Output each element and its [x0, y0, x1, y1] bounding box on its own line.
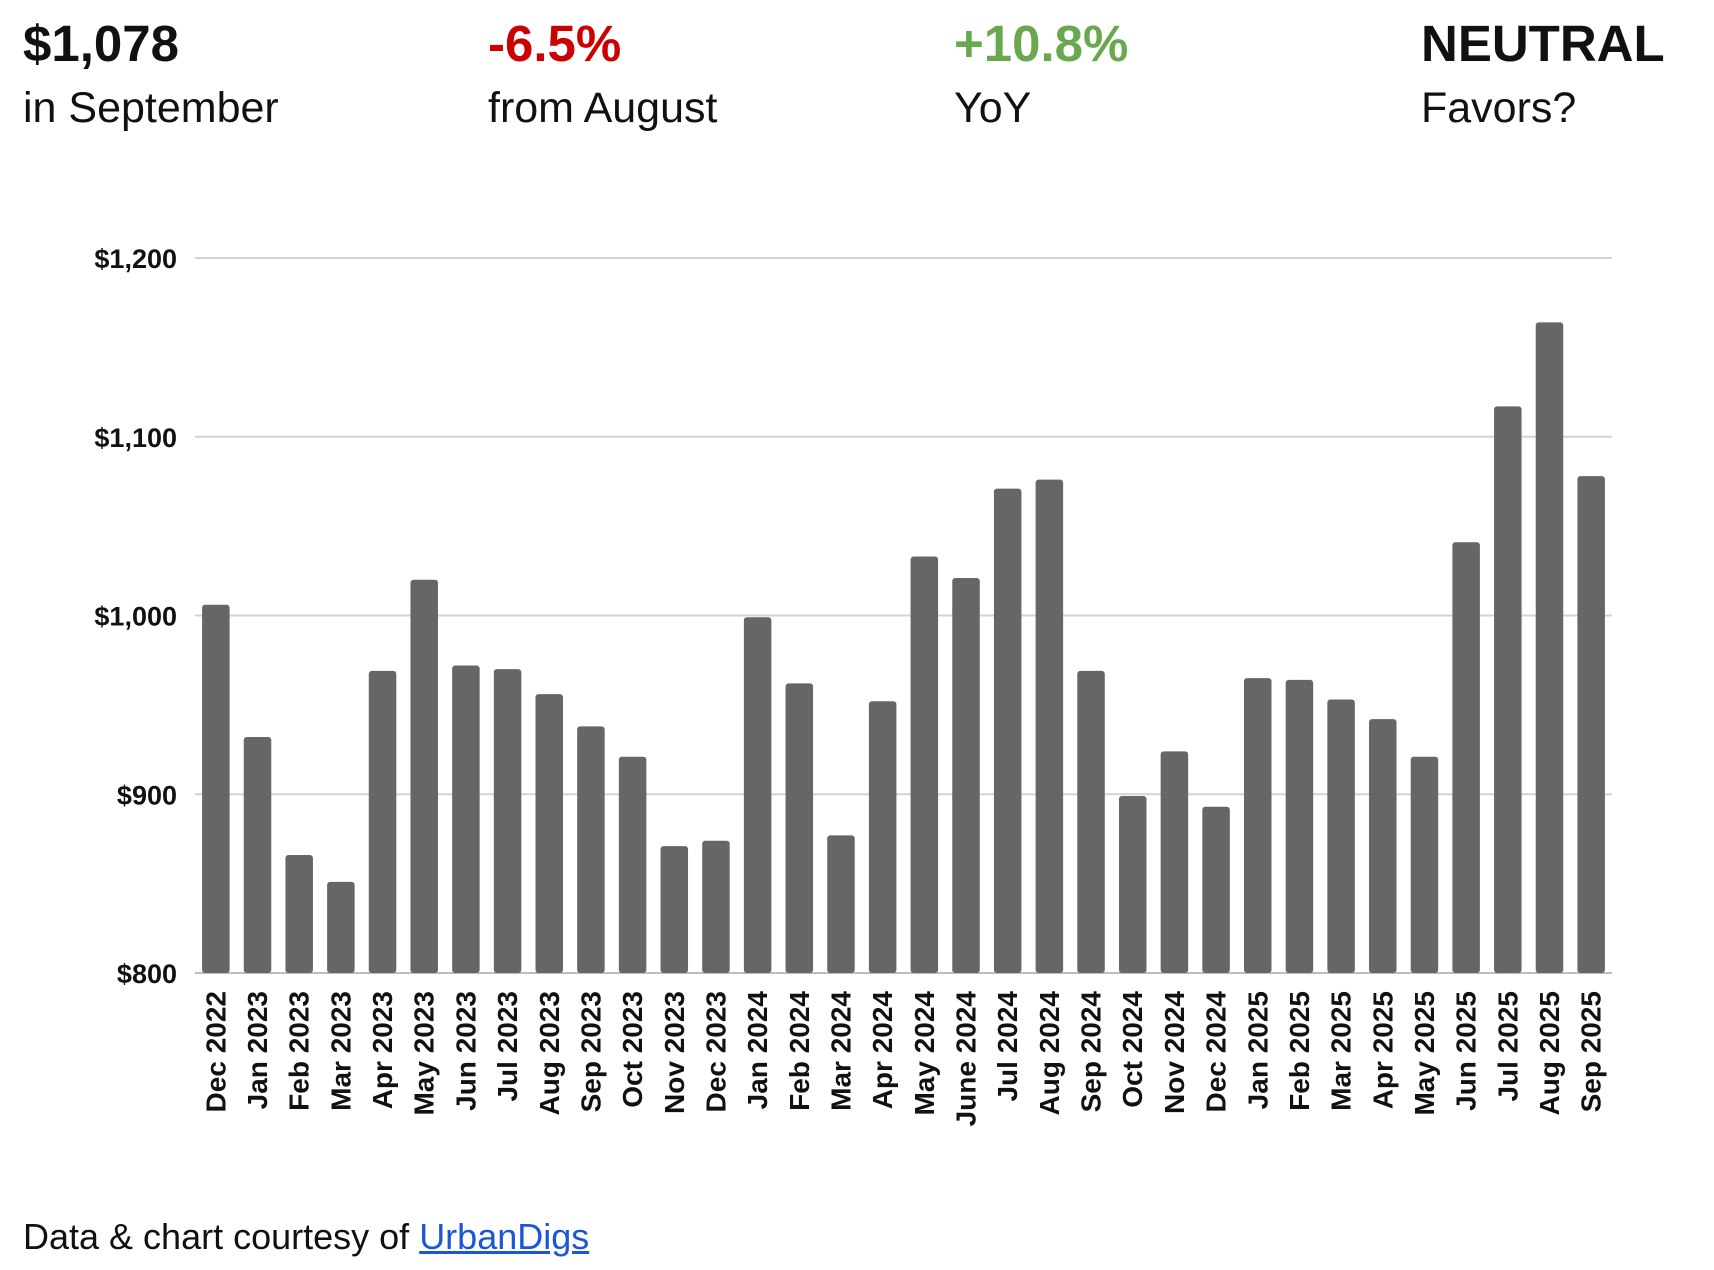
x-axis-tick-labels: Dec 2022 Jan 2023 Feb 2023 Mar 2023 Apr 2023…: [200, 991, 1606, 1127]
x-tick-label: Apr 2024: [867, 991, 898, 1110]
kpi-caption: Favors?: [1421, 84, 1577, 132]
kpi-caption: from August: [488, 84, 718, 132]
bar: [993, 488, 1022, 973]
bar: [702, 840, 730, 973]
kpi-value: +10.8%: [954, 15, 1129, 72]
bar: [1494, 406, 1522, 973]
kpi-yoy-change: +10.8% YoY: [954, 12, 1128, 140]
y-tick-label: $900: [117, 780, 177, 810]
bar: [743, 617, 772, 973]
bar: [410, 579, 438, 973]
kpi-value: $1,078: [23, 15, 179, 72]
x-tick-label: Jun 2023: [450, 991, 481, 1111]
bar: [1410, 756, 1439, 973]
bar: [577, 726, 605, 973]
bar: [243, 737, 272, 973]
bar: [1243, 678, 1272, 973]
x-tick-label: Jul 2025: [1492, 991, 1523, 1102]
kpi-caption: YoY: [954, 84, 1032, 132]
bar: [452, 665, 480, 973]
bar: [1327, 699, 1355, 973]
bar: [1202, 806, 1230, 973]
x-tick-label: Aug 2025: [1534, 991, 1565, 1116]
x-tick-label: Dec 2022: [200, 991, 231, 1112]
kpi-market-favor: NEUTRAL Favors?: [1421, 12, 1665, 140]
bar: [1535, 322, 1564, 974]
bar: [785, 683, 814, 973]
x-tick-label: Feb 2024: [784, 991, 815, 1111]
x-tick-label: Jun 2025: [1451, 991, 1482, 1111]
bar: [1160, 751, 1189, 973]
bar: [1118, 796, 1147, 973]
x-tick-label: June 2024: [951, 991, 982, 1127]
x-tick-label: May 2023: [409, 991, 440, 1116]
bar: [618, 756, 647, 973]
y-tick-label: $800: [117, 959, 177, 989]
bar: [285, 855, 313, 973]
x-tick-label: Nov 2023: [659, 991, 690, 1114]
x-tick-label: Feb 2023: [284, 991, 315, 1111]
bar: [1285, 679, 1314, 973]
bar: [1369, 719, 1397, 973]
x-tick-label: Dec 2023: [700, 991, 731, 1112]
x-tick-label: Sep 2025: [1576, 991, 1607, 1112]
kpi-value: -6.5%: [488, 15, 622, 72]
x-tick-label: Jul 2023: [492, 991, 523, 1102]
x-tick-label: Sep 2024: [1076, 991, 1107, 1113]
bar: [327, 881, 355, 973]
x-tick-label: Jan 2025: [1242, 991, 1273, 1109]
bar: [1577, 476, 1605, 973]
x-tick-label: May 2025: [1409, 991, 1440, 1116]
chart-bars: [202, 322, 1605, 974]
x-tick-label: Sep 2023: [575, 991, 606, 1112]
bar: [660, 846, 689, 973]
bar: [868, 701, 897, 973]
y-tick-label: $1,100: [94, 423, 177, 453]
y-axis-tick-labels: $800 $900 $1,000 $1,100 $1,200: [94, 244, 177, 989]
x-tick-label: Oct 2024: [1117, 991, 1148, 1108]
bar: [910, 556, 939, 973]
source-credit-text: Data & chart courtesy of: [23, 1216, 420, 1257]
bar: [827, 835, 855, 973]
kpi-caption: in September: [23, 84, 279, 132]
bar: [1035, 479, 1064, 973]
urbandigs-link[interactable]: UrbanDigs: [419, 1216, 590, 1257]
x-tick-label: Aug 2023: [534, 991, 565, 1116]
bar: [535, 694, 564, 973]
bar: [1077, 670, 1105, 973]
bar: [493, 669, 522, 973]
source-credit: Data & chart courtesy of UrbanDigs: [23, 1212, 589, 1262]
y-tick-label: $1,200: [94, 244, 177, 274]
y-tick-label: $1,000: [94, 602, 177, 632]
kpi-current-value: $1,078 in September: [23, 12, 279, 140]
kpi-month-change: -6.5% from August: [488, 12, 717, 140]
x-tick-label: Nov 2024: [1159, 991, 1190, 1114]
x-tick-label: Jan 2024: [742, 991, 773, 1110]
x-tick-label: Oct 2023: [617, 991, 648, 1108]
bar: [368, 670, 397, 973]
x-tick-label: Aug 2024: [1034, 991, 1065, 1116]
x-tick-label: Apr 2025: [1367, 991, 1398, 1109]
x-tick-label: Feb 2025: [1284, 991, 1315, 1111]
x-tick-label: Dec 2024: [1201, 991, 1232, 1113]
x-tick-label: Mar 2024: [825, 991, 856, 1111]
bar: [1452, 542, 1480, 973]
chart-gridlines: [195, 257, 1612, 974]
x-tick-label: Apr 2023: [367, 991, 398, 1109]
x-tick-label: Mar 2025: [1326, 991, 1357, 1111]
x-tick-label: Jan 2023: [242, 991, 273, 1109]
x-tick-label: May 2024: [909, 991, 940, 1116]
x-tick-label: Mar 2023: [325, 991, 356, 1111]
bar: [952, 577, 980, 973]
kpi-value: NEUTRAL: [1421, 15, 1665, 72]
x-tick-label: Jul 2024: [992, 991, 1023, 1102]
bar: [202, 604, 230, 973]
